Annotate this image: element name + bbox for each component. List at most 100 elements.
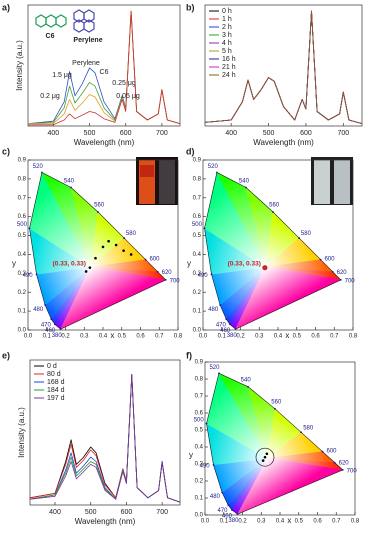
locus-tick — [225, 318, 228, 320]
x-tick-label: 0.2 — [61, 334, 70, 340]
wavelength-label: 470 — [41, 322, 52, 328]
y-tick-label: 0.4 — [18, 252, 27, 258]
spectral-locus — [206, 372, 344, 515]
x-tick-label: 400 — [47, 130, 59, 137]
wavelength-label: 460 — [220, 328, 231, 334]
legend-label: 80 d — [47, 371, 61, 378]
locus-tick — [210, 273, 213, 276]
legend-label: 2 h — [222, 24, 232, 31]
y-tick-label: 0.3 — [18, 271, 27, 277]
cie-point — [94, 256, 97, 260]
locus-tick — [321, 450, 324, 453]
wavelength-label: 500 — [192, 222, 203, 228]
locus-tick — [35, 273, 38, 276]
spectrum-line — [27, 10, 181, 124]
wavelength-label: 700 — [170, 279, 181, 285]
y-tick-label: 0.8 — [195, 377, 204, 383]
y-tick-label: 0.6 — [195, 411, 204, 417]
wavelength-label: 620 — [162, 270, 173, 276]
locus-tick — [203, 227, 206, 230]
cie-point — [265, 452, 269, 456]
locus-tick — [156, 270, 159, 273]
locus-tick — [231, 509, 233, 511]
wavelength-label: 380 — [228, 518, 239, 524]
x-tick-label: 600 — [300, 130, 312, 137]
annotation: 0.25 μg — [112, 80, 136, 87]
x-tick-label: 0.6 — [136, 334, 145, 340]
y-tick-label: 0.9 — [18, 158, 27, 164]
legend-label: 4 h — [222, 40, 232, 47]
y-tick-label: 0.5 — [195, 428, 204, 434]
x-axis-label: Wavelength (nm) — [253, 138, 314, 147]
locus-tick — [216, 171, 218, 174]
legend-label: 21 h — [222, 64, 236, 71]
wavelength-label: 620 — [339, 461, 350, 467]
legend-label: 197 d — [47, 395, 65, 402]
x-tick-label: 0.6 — [311, 334, 320, 340]
y-axis-label: Intensity (a.u.) — [17, 407, 26, 458]
x-tick-label: 500 — [263, 130, 275, 137]
plot-frame — [29, 359, 181, 506]
locus-tick — [70, 186, 72, 189]
x-tick-label: 0.3 — [257, 519, 266, 525]
legend-label: 16 h — [222, 56, 236, 63]
locus-tick — [341, 468, 344, 471]
legend-label: 1 h — [222, 16, 232, 23]
cie-point — [107, 239, 110, 243]
panel-label: c) — [2, 146, 10, 156]
x-axis-label: x — [287, 516, 291, 525]
locus-tick — [205, 422, 208, 425]
wavelength-label: 500 — [17, 222, 28, 228]
y-tick-label: 0.5 — [18, 233, 27, 239]
locus-tick — [272, 211, 274, 213]
wavelength-label: 580 — [126, 231, 137, 237]
cie-point — [88, 266, 92, 269]
x-tick-label: 700 — [156, 130, 168, 137]
x-tick-label: 0.8 — [174, 334, 183, 340]
cie-point — [129, 253, 133, 256]
y-tick-label: 0.6 — [18, 214, 27, 220]
y-tick-label: 0.0 — [193, 328, 202, 334]
wavelength-label: 540 — [241, 378, 252, 384]
y-tick-label: 0.1 — [195, 496, 204, 502]
legend-label: 5 h — [222, 48, 232, 55]
y-tick-label: 0.7 — [195, 394, 204, 400]
wavelength-label: 480 — [33, 307, 44, 313]
x-tick-label: 0.3 — [255, 334, 264, 340]
x-tick-label: 0.8 — [349, 334, 358, 340]
x-tick-label: 0.7 — [155, 334, 164, 340]
x-axis-label: Wavelength (nm) — [75, 517, 136, 526]
x-tick-label: 0.2 — [238, 519, 247, 525]
y-tick-label: 0.4 — [193, 252, 202, 258]
cie-point — [263, 455, 267, 459]
wavelength-label: 620 — [337, 270, 348, 276]
panels: 400 500 600 700 Wavelength (nm) Intensity (a.… — [2, 2, 363, 526]
cie-point — [262, 265, 268, 271]
locus-tick — [247, 385, 249, 388]
panel-label: b) — [186, 2, 195, 12]
y-tick-label: 0.1 — [18, 309, 27, 315]
annotation: Perylene — [72, 60, 100, 67]
spectrum-line — [28, 10, 181, 124]
wavelength-label: 600 — [149, 256, 160, 262]
legend-label: 184 d — [47, 387, 65, 394]
x-tick-label: 0.7 — [330, 334, 339, 340]
x-tick-label: 500 — [84, 130, 96, 137]
x-tick-label: 400 — [225, 130, 237, 137]
locus-tick — [234, 328, 237, 330]
wavelength-label: 520 — [208, 164, 219, 170]
legend-label: 24 h — [222, 72, 236, 79]
wavelength-label: 580 — [303, 426, 314, 432]
wavelength-label: 560 — [94, 203, 105, 209]
x-tick-label: 0.0 — [199, 334, 208, 340]
y-tick-label: 0.7 — [193, 195, 202, 201]
y-tick-label: 0.3 — [195, 462, 204, 468]
wavelength-label: 470 — [216, 322, 227, 328]
locus-tick — [123, 237, 125, 239]
legend-label: 0 h — [222, 8, 232, 15]
locus-tick — [339, 278, 342, 281]
wavelength-label: 700 — [345, 279, 356, 285]
y-tick-label: 0.9 — [195, 360, 204, 366]
wavelength-label: 700 — [347, 469, 358, 475]
legend-label: 0 d — [47, 363, 57, 370]
